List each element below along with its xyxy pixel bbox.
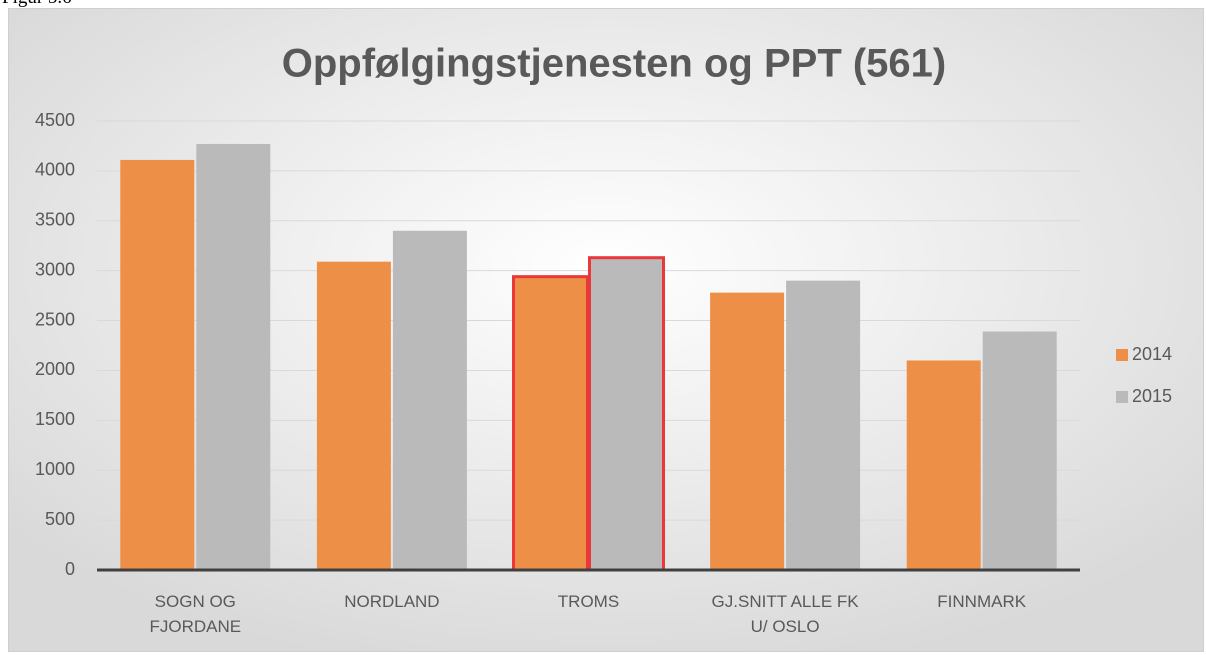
y-tick-label: 4500 bbox=[35, 110, 75, 130]
caption: Figur 5.6 bbox=[2, 0, 72, 9]
y-tick-label: 4000 bbox=[35, 160, 75, 180]
y-tick-label: 2000 bbox=[35, 359, 75, 379]
chart-title: Oppfølgingstjenesten og PPT (561) bbox=[282, 42, 947, 86]
bar bbox=[512, 275, 589, 572]
y-tick-label: 500 bbox=[45, 509, 75, 529]
bar bbox=[392, 230, 467, 570]
bar bbox=[710, 292, 785, 570]
y-tick-label: 3000 bbox=[35, 259, 75, 279]
x-tick-label: FINNMARK bbox=[937, 592, 1027, 611]
y-tick-label: 3500 bbox=[35, 210, 75, 230]
x-tick-label: TROMS bbox=[557, 592, 620, 611]
y-tick-label: 0 bbox=[65, 559, 75, 579]
y-tick-label: 1500 bbox=[35, 409, 75, 429]
legend-swatch bbox=[1116, 349, 1128, 361]
x-tick-label: NORDLAND bbox=[344, 592, 440, 611]
bar bbox=[786, 280, 861, 570]
bar bbox=[588, 256, 665, 572]
legend-label: 2015 bbox=[1132, 386, 1172, 406]
bar bbox=[982, 331, 1057, 570]
legend-label: 2014 bbox=[1132, 344, 1172, 364]
bar bbox=[316, 261, 391, 570]
x-tick-label: SOGN OG FJORDANE bbox=[149, 592, 242, 636]
y-tick-label: 2500 bbox=[35, 309, 75, 329]
x-tick-label: GJ.SNITT ALLE FK U/ OSLO bbox=[711, 592, 859, 636]
bar bbox=[196, 143, 271, 570]
y-tick-label: 1000 bbox=[35, 459, 75, 479]
bar bbox=[906, 360, 981, 570]
bar bbox=[120, 159, 195, 570]
legend-swatch bbox=[1116, 391, 1128, 403]
